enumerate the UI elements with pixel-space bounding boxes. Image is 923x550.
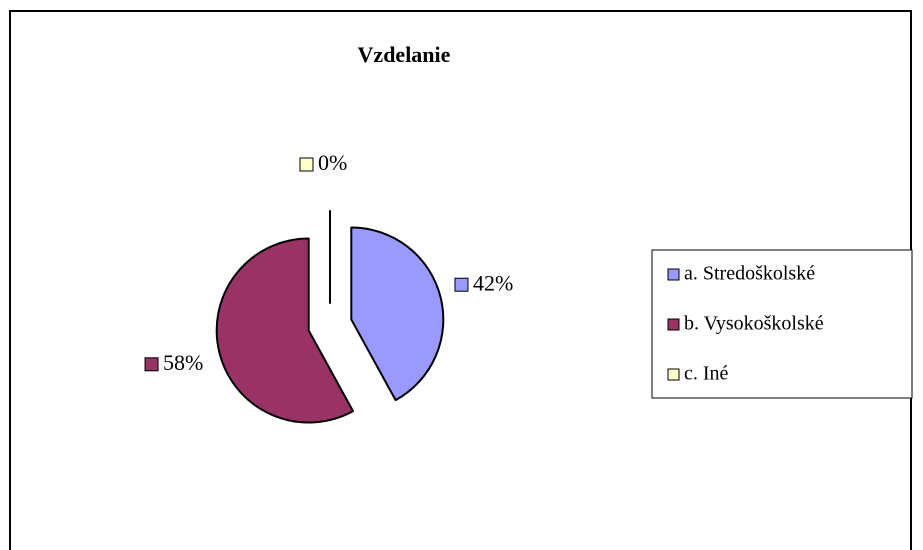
pie-slice [350,226,445,402]
data-label-key [299,157,314,172]
data-label: 58% [163,350,203,375]
legend-key [667,268,680,281]
data-label: 42% [473,270,513,295]
data-label: 0% [318,150,347,175]
data-label-key [144,357,159,372]
legend-box [651,249,913,399]
legend-key [667,318,680,331]
chart-title: Vzdelanie [358,42,451,67]
legend-key [667,368,680,381]
data-label-key [454,277,469,292]
legend-label: c. Iné [684,363,729,385]
legend-label: b. Vysokoškolské [684,313,824,335]
pie-slice [215,237,355,424]
legend-label: a. Stredoškolské [684,263,815,285]
